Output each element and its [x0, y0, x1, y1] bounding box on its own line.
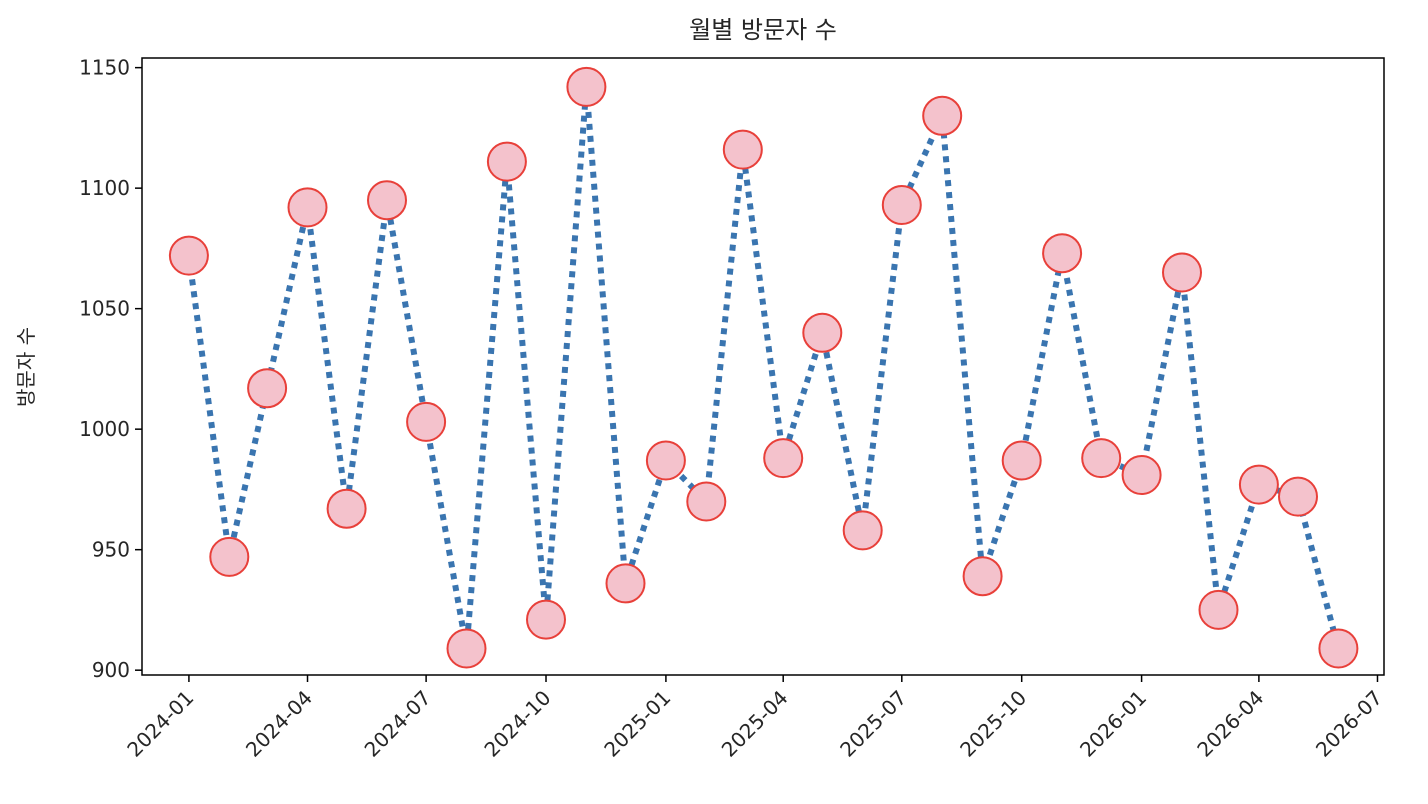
x-tick-label: 2025-07: [835, 686, 911, 762]
plot-frame: [141, 57, 1385, 676]
x-tick-label: 2024-01: [122, 686, 198, 762]
x-tick-label: 2025-04: [717, 686, 793, 762]
data-point: [367, 180, 407, 221]
y-tick-label: 900: [92, 658, 130, 682]
data-point: [763, 438, 804, 479]
data-point: [1001, 440, 1042, 481]
data-point: [922, 95, 963, 136]
data-point: [1238, 464, 1279, 505]
data-point: [406, 401, 447, 442]
y-tick-label: 1150: [79, 56, 130, 80]
data-point: [802, 312, 843, 353]
data-point: [1278, 476, 1318, 517]
x-tick-label: 2026-01: [1075, 686, 1151, 762]
y-tick-label: 950: [92, 538, 130, 562]
x-tick-label: 2024-07: [360, 686, 436, 762]
y-axis-label: 방문자 수: [14, 327, 38, 407]
data-point: [881, 185, 922, 225]
data-point: [446, 628, 487, 669]
data-point: [168, 235, 209, 276]
x-tick-label: 2026-07: [1311, 686, 1387, 762]
data-point: [247, 368, 288, 409]
data-point: [1162, 252, 1202, 293]
data-point: [645, 440, 686, 481]
data-point: [1081, 438, 1122, 479]
plot-area: 900 950 1000 1050 1100 1150 2024-01 2024-04 2024…: [79, 56, 1387, 762]
x-tick-label: 2024-04: [241, 686, 317, 762]
data-point: [1198, 589, 1239, 630]
data-point: [686, 481, 727, 522]
data-point: [1042, 233, 1083, 274]
y-tick-label: 1000: [79, 417, 130, 441]
data-point: [1318, 628, 1359, 669]
y-tick-label: 1100: [79, 176, 130, 200]
y-tick-label: 1050: [79, 297, 130, 321]
data-point: [722, 129, 763, 170]
data-point: [1121, 455, 1162, 495]
x-tick-label: 2025-01: [599, 686, 675, 762]
data-point: [486, 141, 527, 182]
data-point: [287, 187, 328, 228]
data-point: [962, 556, 1003, 597]
data-point: [605, 563, 646, 604]
data-point: [326, 488, 367, 529]
data-point: [209, 536, 250, 577]
data-point: [566, 66, 607, 107]
x-tick-label: 2026-04: [1192, 686, 1268, 762]
series-line: [185, 83, 1342, 652]
data-point: [526, 599, 566, 640]
chart-title: 월별 방문자 수: [689, 16, 837, 44]
x-tick-label: 2024-10: [479, 686, 555, 762]
x-tick-label: 2025-10: [955, 686, 1031, 762]
data-point: [842, 510, 883, 551]
